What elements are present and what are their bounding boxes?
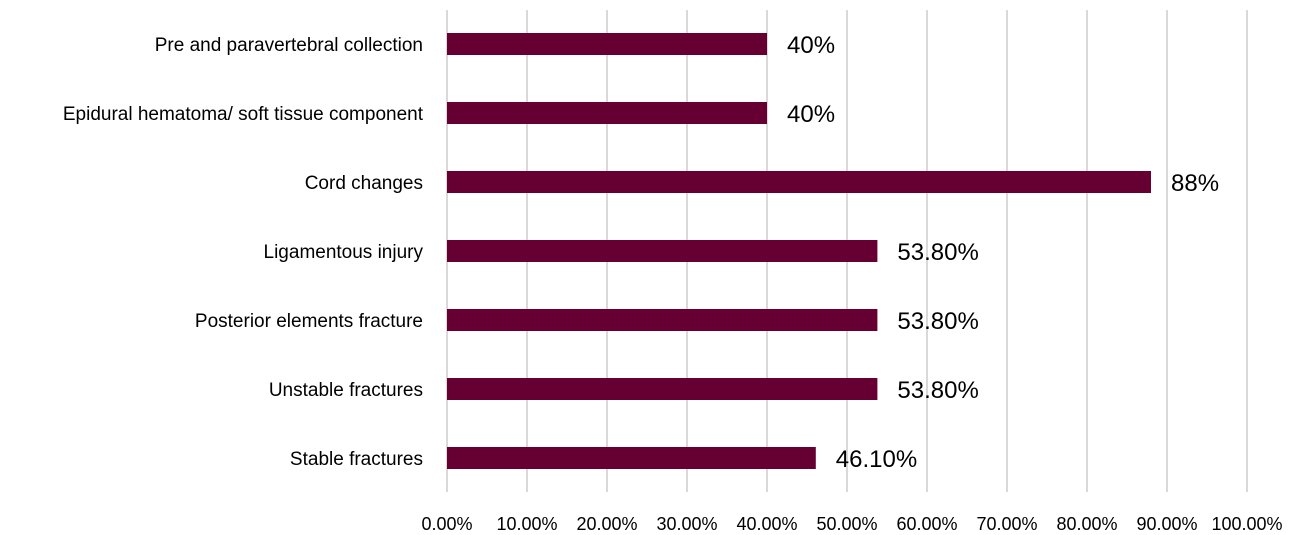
bar (447, 171, 1151, 193)
data-label: 88% (1171, 170, 1219, 197)
bar (447, 309, 878, 331)
category-label: Posterior elements fracture (195, 311, 423, 332)
data-label: 53.80% (897, 308, 978, 335)
category-label: Cord changes (305, 173, 423, 194)
x-tick-label: 80.00% (1056, 514, 1117, 534)
x-axis-tick-labels: 0.00% 10.00% 20.00% 30.00% 40.00% 50.00% 60.00… (421, 514, 1282, 534)
x-tick-label: 40.00% (736, 514, 797, 534)
bar (447, 33, 767, 55)
category-label: Unstable fractures (269, 380, 423, 401)
category-label: Ligamentous injury (264, 242, 424, 263)
bar (447, 378, 878, 400)
category-label: Pre and paravertebral collection (155, 35, 423, 56)
bar (447, 240, 878, 262)
x-tick-label: 100.00% (1211, 514, 1282, 534)
bar (447, 102, 767, 124)
data-labels: 40% 40% 88% 53.80% 53.80% 53.80% 46.10% (787, 32, 1219, 473)
category-label: Stable fractures (290, 449, 423, 470)
bar (447, 447, 816, 469)
x-tick-label: 20.00% (576, 514, 637, 534)
bars (447, 33, 1151, 469)
category-labels: Pre and paravertebral collection Epidural… (63, 35, 424, 470)
data-label: 53.80% (897, 239, 978, 266)
x-tick-label: 0.00% (421, 514, 472, 534)
category-label: Epidural hematoma/ soft tissue component (63, 104, 424, 125)
data-label: 40% (787, 101, 835, 128)
x-tick-label: 10.00% (496, 514, 557, 534)
x-tick-label: 70.00% (976, 514, 1037, 534)
x-tick-label: 30.00% (656, 514, 717, 534)
x-tick-label: 90.00% (1136, 514, 1197, 534)
data-label: 40% (787, 32, 835, 59)
x-tick-label: 60.00% (896, 514, 957, 534)
x-tick-label: 50.00% (816, 514, 877, 534)
data-label: 53.80% (897, 377, 978, 404)
data-label: 46.10% (836, 446, 917, 473)
